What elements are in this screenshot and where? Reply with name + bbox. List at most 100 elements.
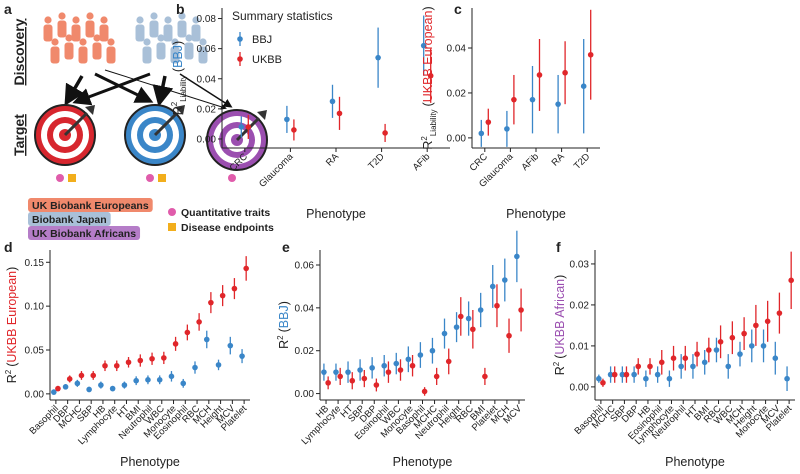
person-head <box>171 38 179 46</box>
point <box>457 313 464 320</box>
point <box>361 375 368 382</box>
y-title-group: BBJ <box>277 305 291 328</box>
y-tick-label: 0.06 <box>197 44 217 55</box>
person-body <box>78 46 88 64</box>
panel-label: a <box>4 1 12 17</box>
point <box>333 369 339 375</box>
person-head <box>150 12 158 20</box>
y-tick-label: 0.00 <box>25 389 45 400</box>
point <box>238 124 245 130</box>
person-head <box>157 34 165 42</box>
trait-dot <box>56 174 64 182</box>
person-head <box>143 38 151 46</box>
point <box>113 362 120 369</box>
y-tick-label: 0.04 <box>295 303 315 314</box>
x-axis-title: Phenotype <box>393 455 453 469</box>
y-title-sup: 2 <box>4 369 13 374</box>
person-head <box>65 34 73 42</box>
point <box>385 369 392 375</box>
point <box>373 382 380 388</box>
y-title-sup: 2 <box>170 101 179 106</box>
y-tick-label: 0.08 <box>197 14 217 25</box>
y-title-base: R <box>171 106 185 115</box>
person-body <box>184 42 194 60</box>
point <box>788 277 794 284</box>
point <box>55 385 61 392</box>
point <box>465 315 472 322</box>
point <box>666 375 673 382</box>
point <box>421 388 428 395</box>
point <box>98 382 104 388</box>
trait-dot <box>228 174 236 182</box>
x-tick-label: T2D <box>572 151 593 172</box>
person-head <box>107 38 115 46</box>
point <box>291 127 297 133</box>
point <box>168 373 175 380</box>
point <box>345 369 351 375</box>
point <box>706 347 712 353</box>
person-body <box>99 24 109 42</box>
legend-title: Summary statistics <box>232 9 333 23</box>
dart-fletch <box>257 110 267 120</box>
y-tick-label: 0.05 <box>25 346 45 357</box>
point <box>619 371 626 378</box>
point <box>184 329 191 336</box>
point <box>623 371 630 378</box>
point <box>336 110 343 117</box>
point <box>518 307 524 313</box>
y-title-base: R <box>421 141 435 150</box>
y-axis-title: R2 (BBJ) <box>276 301 291 349</box>
point <box>121 382 128 388</box>
person-body <box>135 24 145 42</box>
point <box>329 98 336 105</box>
person-body <box>156 42 166 60</box>
y-tick-label: 0.06 <box>295 261 315 272</box>
point <box>502 277 508 283</box>
legend-square <box>168 223 176 231</box>
person-body <box>149 20 159 38</box>
marker-label: Disease endpoints <box>181 222 274 234</box>
point <box>245 124 252 130</box>
y-tick-label: 0.01 <box>570 341 590 352</box>
point <box>580 83 587 90</box>
point <box>369 365 375 371</box>
legend-label: UKBB <box>252 54 282 66</box>
point <box>66 376 73 382</box>
cohort-label: UK Biobank Europeans <box>32 200 149 212</box>
point <box>381 362 388 369</box>
point <box>694 351 700 357</box>
person-head <box>51 38 59 46</box>
point <box>102 362 108 369</box>
point <box>654 371 661 378</box>
person-head <box>58 12 66 20</box>
discovery-label: Discovery <box>11 18 27 85</box>
y-tick-label: 0.04 <box>197 74 217 85</box>
y-title-base: R <box>553 366 567 375</box>
legend-dot <box>168 208 176 216</box>
cohort-label: Biobank Japan <box>32 214 107 226</box>
point <box>514 253 520 260</box>
point <box>172 341 179 347</box>
point <box>647 363 653 370</box>
point <box>156 377 163 383</box>
y-title-close: ) <box>277 301 291 305</box>
point <box>784 375 790 382</box>
y-title-open: ( <box>421 101 435 106</box>
panel-label: c <box>454 1 462 17</box>
point <box>717 339 724 345</box>
point <box>690 363 696 370</box>
cohort-label: UK Biobank Africans <box>32 228 136 240</box>
person-body <box>163 24 173 42</box>
point <box>427 72 434 79</box>
point <box>741 330 747 337</box>
y-title-sup: 2 <box>420 136 429 141</box>
y-tick-label: 0.04 <box>447 44 467 55</box>
point <box>658 359 665 366</box>
y-title-base: R <box>277 340 291 349</box>
y-tick-label: 0.03 <box>570 259 590 270</box>
endpoint-square <box>68 174 76 182</box>
y-tick-label: 0.00 <box>295 389 315 400</box>
point <box>713 347 720 353</box>
person-head <box>100 16 108 24</box>
panel-label: f <box>556 239 561 255</box>
